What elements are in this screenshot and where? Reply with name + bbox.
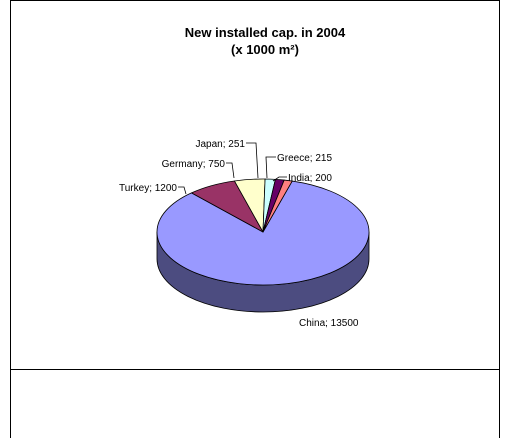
data-label-japan: Japan; 251 (196, 139, 246, 150)
leader-line-japan (246, 142, 259, 179)
data-label-india: India; 200 (288, 173, 332, 184)
data-label-china: China; 13500 (299, 318, 359, 329)
leader-line-germany (226, 162, 235, 179)
data-label-turkey: Turkey; 1200 (119, 183, 177, 194)
leader-line-turkey (178, 186, 187, 195)
slice-china (156, 180, 370, 286)
data-label-germany: Germany; 750 (162, 159, 226, 170)
pie-chart (156, 178, 370, 313)
chart-subtitle: (x 1000 m²) (231, 42, 299, 57)
chart-title: New installed cap. in 2004 (185, 25, 346, 40)
data-label-greece: Greece; 215 (277, 153, 332, 164)
leader-line-india (272, 176, 287, 182)
slice-india (262, 179, 293, 233)
leader-line-greece (265, 156, 276, 179)
pie-labels: China; 13500 Turkey; 1200 Germany; 750 Japa… (119, 139, 359, 329)
